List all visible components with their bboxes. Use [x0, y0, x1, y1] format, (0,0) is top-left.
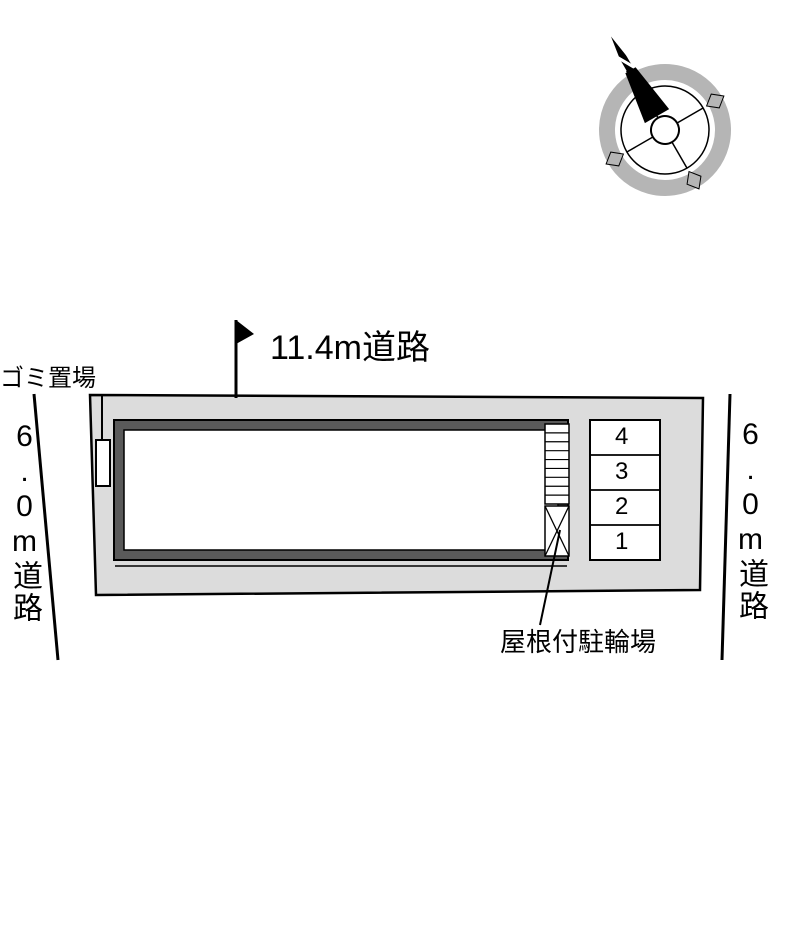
road-left-label: 6.0m道路 — [8, 420, 41, 624]
site-plan — [0, 0, 800, 942]
parking-slot-label: 3 — [615, 459, 628, 485]
road-top-label: 11.4m道路 — [270, 330, 430, 367]
road-right-label: 6.0m道路 — [734, 418, 767, 622]
parking-slot-label: 1 — [615, 529, 628, 555]
bike-parking-label: 屋根付駐輪場 — [500, 628, 656, 657]
trash-label: ゴミ置場 — [0, 366, 96, 392]
parking-slot-label: 4 — [615, 424, 628, 450]
parking-slot-label: 2 — [615, 494, 628, 520]
